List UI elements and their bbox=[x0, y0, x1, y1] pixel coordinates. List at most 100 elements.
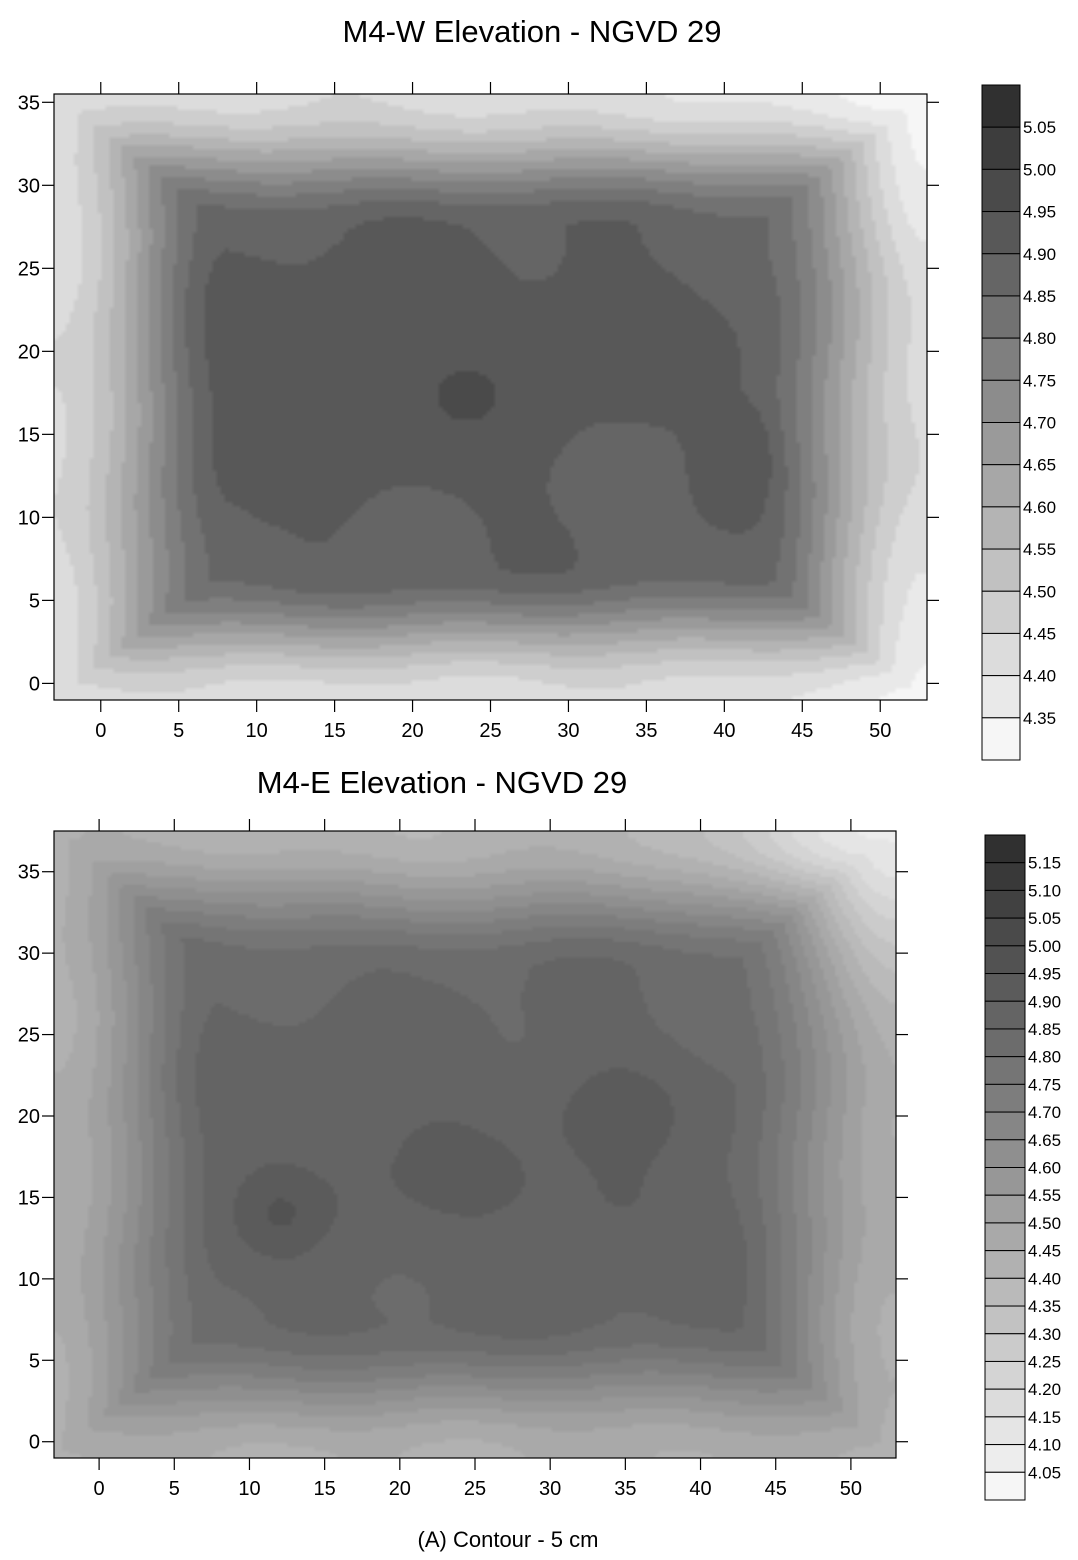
x-tick-label: 40 bbox=[689, 1478, 711, 1500]
contour-plot: 0 5 10 15 20 25 30 35 40 45 50 0 5 10 15 20 25 30 35 bbox=[18, 819, 908, 1500]
legend-swatch bbox=[984, 889, 1026, 919]
legend-swatch bbox=[984, 1111, 1026, 1141]
x-tick-label: 40 bbox=[713, 720, 735, 742]
legend-swatch bbox=[984, 1444, 1026, 1473]
legend-swatch bbox=[984, 1250, 1026, 1279]
legend-label: 4.70 bbox=[1023, 414, 1056, 433]
legend-label: 4.75 bbox=[1023, 371, 1056, 390]
legend-swatch bbox=[981, 632, 1021, 677]
legend-label: 4.95 bbox=[1028, 965, 1061, 984]
legend-swatch bbox=[981, 379, 1021, 423]
x-tick-label: 30 bbox=[557, 720, 579, 742]
color-legend: 5.15 5.10 5.05 5.00 4.95 4.90 4.85 4.80 4.75 4.70… bbox=[984, 834, 1061, 1501]
legend-swatch bbox=[984, 973, 1026, 1002]
x-tick-label: 5 bbox=[169, 1478, 180, 1500]
legend-swatch bbox=[981, 464, 1021, 508]
legend-label: 4.40 bbox=[1028, 1269, 1061, 1288]
contour-fill bbox=[54, 94, 927, 700]
legend-label: 4.60 bbox=[1023, 498, 1056, 517]
x-tick-label: 25 bbox=[479, 720, 501, 742]
legend-label: 4.40 bbox=[1023, 667, 1056, 686]
legend-label: 4.85 bbox=[1023, 287, 1056, 306]
legend-label: 4.85 bbox=[1028, 1020, 1061, 1039]
legend-swatch bbox=[984, 1222, 1026, 1252]
x-tick-label: 30 bbox=[539, 1478, 561, 1500]
legend-label: 4.35 bbox=[1028, 1297, 1061, 1316]
legend-label: 4.30 bbox=[1028, 1325, 1061, 1344]
legend-label: 4.80 bbox=[1028, 1048, 1061, 1067]
contour-fill bbox=[54, 831, 896, 1458]
legend-swatch bbox=[981, 253, 1021, 297]
y-tick-label: 35 bbox=[18, 862, 40, 884]
legend-label: 4.65 bbox=[1023, 456, 1056, 475]
legend-swatch bbox=[981, 295, 1021, 339]
y-tick-label: 30 bbox=[18, 943, 40, 965]
legend-label: 4.05 bbox=[1028, 1463, 1061, 1482]
legend-swatch bbox=[981, 84, 1021, 128]
legend-label: 5.00 bbox=[1023, 160, 1056, 179]
legend-label: 4.70 bbox=[1028, 1103, 1061, 1122]
legend-swatch bbox=[984, 834, 1026, 864]
legend-label: 4.50 bbox=[1023, 582, 1056, 601]
legend-swatch bbox=[984, 1139, 1026, 1168]
x-tick-label: 45 bbox=[765, 1478, 787, 1500]
legend-label: 4.55 bbox=[1028, 1186, 1061, 1205]
contour-plot: 0 5 10 15 20 25 30 35 40 45 50 0 5 10 15 20 25 30 35 bbox=[18, 82, 939, 742]
legend-label: 4.45 bbox=[1023, 624, 1056, 643]
legend-label: 5.05 bbox=[1028, 909, 1061, 928]
chart-title: M4-W Elevation - NGVD 29 bbox=[343, 14, 722, 49]
x-tick-label: 35 bbox=[635, 720, 657, 742]
legend-label: 4.75 bbox=[1028, 1075, 1061, 1094]
y-tick-label: 15 bbox=[18, 424, 40, 446]
legend-label: 4.25 bbox=[1028, 1352, 1061, 1371]
legend-label: 4.55 bbox=[1023, 540, 1056, 559]
y-tick-label: 25 bbox=[18, 258, 40, 280]
legend-swatch bbox=[984, 945, 1026, 975]
legend-label: 5.00 bbox=[1028, 937, 1061, 956]
x-tick-label: 45 bbox=[791, 720, 813, 742]
legend-swatch bbox=[981, 506, 1021, 550]
legend-swatch bbox=[984, 1167, 1026, 1196]
legend-label: 4.60 bbox=[1028, 1159, 1061, 1178]
legend-swatch bbox=[981, 422, 1021, 466]
legend-swatch bbox=[984, 1028, 1026, 1058]
x-tick-label: 35 bbox=[614, 1478, 636, 1500]
x-tick-label: 20 bbox=[389, 1478, 411, 1500]
legend-label: 4.20 bbox=[1028, 1380, 1061, 1399]
x-tick-label: 25 bbox=[464, 1478, 486, 1500]
legend-swatch bbox=[984, 1360, 1026, 1390]
y-tick-label: 0 bbox=[29, 1432, 40, 1454]
legend-label: 5.15 bbox=[1028, 854, 1061, 873]
legend-swatch bbox=[981, 337, 1021, 381]
legend-swatch bbox=[984, 1056, 1026, 1085]
legend-swatch bbox=[984, 1194, 1026, 1224]
x-tick-label: 0 bbox=[94, 1478, 105, 1500]
legend-swatch bbox=[984, 917, 1026, 947]
legend-swatch bbox=[981, 590, 1021, 634]
y-tick-label: 0 bbox=[29, 673, 40, 695]
legend-swatch bbox=[981, 717, 1021, 761]
y-tick-label: 20 bbox=[18, 341, 40, 363]
chart-m4-w: M4-W Elevation - NGVD 29 0 5 10 15 20 25 30 35 4… bbox=[18, 14, 1056, 761]
legend-swatch bbox=[984, 1471, 1026, 1501]
x-tick-label: 15 bbox=[314, 1478, 336, 1500]
legend-label: 4.45 bbox=[1028, 1242, 1061, 1261]
legend-swatch bbox=[984, 862, 1026, 891]
x-tick-label: 20 bbox=[401, 720, 423, 742]
legend-label: 4.65 bbox=[1028, 1131, 1061, 1150]
x-tick-label: 50 bbox=[869, 720, 891, 742]
chart-title: M4-E Elevation - NGVD 29 bbox=[257, 765, 627, 800]
y-tick-label: 25 bbox=[18, 1025, 40, 1047]
y-tick-label: 10 bbox=[18, 1269, 40, 1291]
legend-swatch bbox=[984, 1083, 1026, 1113]
legend-swatch bbox=[984, 1416, 1026, 1446]
legend-swatch bbox=[981, 211, 1021, 255]
legend-label: 4.10 bbox=[1028, 1436, 1061, 1455]
color-legend: 5.05 5.00 4.95 4.90 4.85 4.80 4.75 4.70 4.65 4.60… bbox=[981, 84, 1056, 761]
legend-label: 4.95 bbox=[1023, 203, 1056, 222]
figure-caption: (A) Contour - 5 cm bbox=[418, 1527, 599, 1552]
legend-label: 4.50 bbox=[1028, 1214, 1061, 1233]
legend-label: 4.80 bbox=[1023, 329, 1056, 348]
y-tick-label: 15 bbox=[18, 1187, 40, 1209]
